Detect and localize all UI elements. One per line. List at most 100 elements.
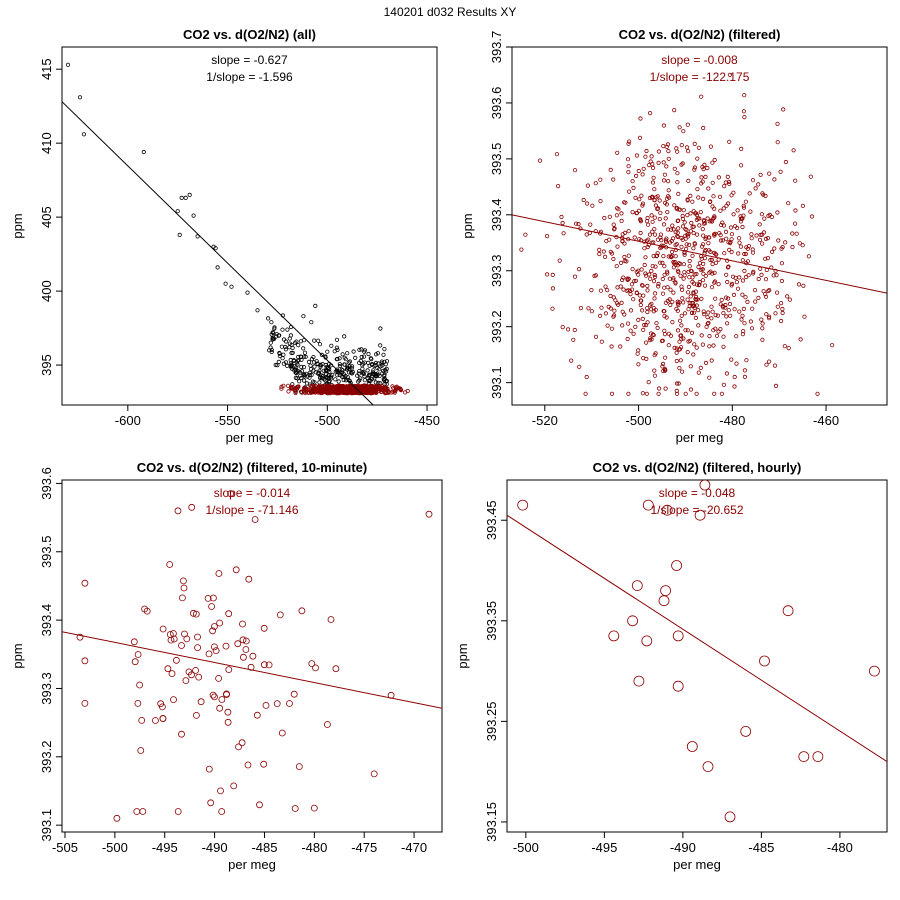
data-point: [687, 303, 692, 309]
data-point: [730, 274, 736, 279]
data-point: [565, 327, 571, 332]
data-point: [589, 287, 594, 293]
data-point: [676, 191, 681, 196]
data-point: [174, 507, 182, 515]
data-point: [713, 312, 718, 318]
data-point: [727, 247, 732, 252]
data-point: [660, 291, 666, 296]
data-point: [692, 141, 697, 146]
x-tick-label: -470: [401, 840, 427, 855]
data-point: [517, 499, 529, 511]
data-point: [753, 186, 758, 191]
data-point: [113, 814, 121, 822]
data-point: [81, 579, 89, 587]
data-point: [691, 290, 696, 295]
data-point: [367, 363, 372, 368]
data-point: [605, 287, 610, 293]
data-point: [700, 233, 706, 238]
data-point: [778, 169, 783, 174]
data-point: [643, 255, 648, 260]
data-point: [296, 358, 301, 363]
data-point: [585, 183, 591, 188]
data-point: [216, 619, 224, 627]
data-point: [732, 374, 737, 380]
data-point: [598, 199, 603, 204]
data-point: [692, 342, 697, 347]
data-point: [375, 365, 380, 371]
data-point: [741, 203, 746, 208]
data-point: [628, 308, 634, 313]
data-point: [797, 241, 803, 246]
x-tick-label: -505: [52, 840, 78, 855]
data-point: [281, 352, 286, 357]
data-point: [709, 218, 714, 223]
data-point: [81, 657, 89, 665]
data-point: [658, 235, 663, 240]
data-point: [593, 229, 598, 234]
data-point: [242, 637, 250, 645]
data-point: [652, 197, 657, 203]
data-point: [620, 238, 625, 243]
data-point: [611, 314, 616, 319]
data-point: [665, 227, 671, 232]
data-point: [650, 165, 656, 170]
data-point: [763, 277, 769, 282]
data-point: [341, 377, 346, 383]
data-point: [285, 383, 291, 388]
data-point: [723, 229, 729, 234]
data-point: [307, 375, 312, 380]
data-point: [572, 168, 578, 173]
data-point: [782, 344, 787, 349]
data-point: [700, 179, 705, 184]
slope-label: slope = -0.627: [211, 53, 288, 67]
data-point: [672, 345, 677, 350]
data-point: [654, 321, 659, 326]
data-point: [609, 391, 615, 396]
data-point: [631, 297, 636, 302]
data-point: [712, 215, 717, 220]
data-point: [384, 359, 390, 364]
data-point: [741, 213, 746, 218]
data-point: [775, 140, 780, 145]
data-point: [130, 638, 138, 646]
y-tick-label: 393.1: [489, 366, 504, 399]
data-point: [633, 195, 638, 200]
data-point: [742, 374, 748, 379]
data-point: [279, 384, 284, 389]
page-title: 140201 d032 Results XY: [384, 5, 517, 19]
data-point: [696, 195, 701, 200]
data-point: [712, 280, 717, 285]
data-point: [783, 240, 788, 245]
data-point: [735, 208, 740, 213]
data-point: [283, 344, 288, 350]
data-point: [721, 206, 726, 211]
data-point: [308, 660, 316, 667]
data-point: [690, 303, 695, 308]
data-point: [328, 384, 333, 389]
data-point: [645, 320, 650, 325]
x-axis-label: per meg: [228, 857, 276, 872]
data-point: [209, 691, 217, 699]
data-point: [650, 180, 656, 185]
data-point: [691, 230, 696, 236]
data-point: [729, 232, 735, 237]
data-point: [351, 349, 356, 354]
data-point: [211, 693, 218, 701]
data-point: [299, 375, 304, 381]
data-point: [776, 238, 781, 243]
data-point: [77, 95, 83, 100]
x-tick-label: -520: [532, 413, 558, 428]
data-point: [378, 326, 383, 331]
data-point: [655, 206, 660, 212]
plots-group: CO2 vs. d(O2/N2) (all) -600 -550 -500 -450 39…: [10, 27, 888, 872]
data-point: [619, 211, 624, 216]
data-point: [652, 187, 657, 192]
data-point: [698, 210, 703, 215]
data-point: [169, 630, 177, 637]
data-point: [760, 326, 765, 331]
data-point: [756, 276, 761, 282]
data-point: [657, 260, 663, 265]
data-point: [763, 294, 769, 299]
data-point: [698, 365, 703, 370]
data-point: [695, 307, 701, 313]
